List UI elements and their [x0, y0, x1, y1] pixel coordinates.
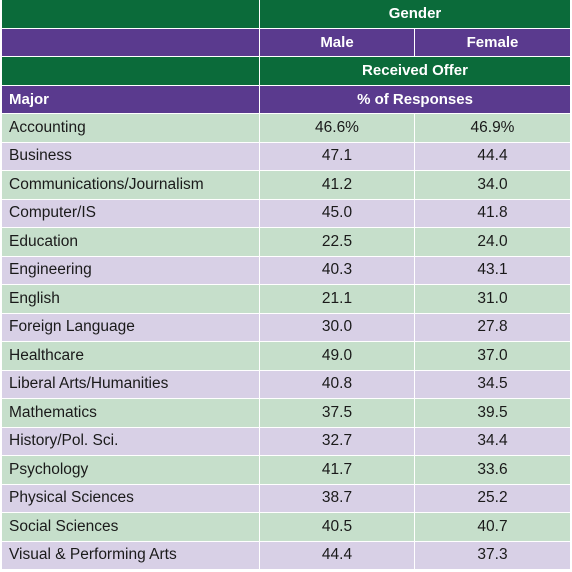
female-value-cell: 31.0 — [414, 285, 570, 313]
major-cell: Accounting — [2, 114, 259, 142]
male-value-cell: 32.7 — [259, 427, 414, 455]
female-value-cell: 37.0 — [414, 342, 570, 370]
female-value-cell: 34.4 — [414, 427, 570, 455]
major-cell: Physical Sciences — [2, 484, 259, 512]
major-cell: Psychology — [2, 456, 259, 484]
male-value-cell: 22.5 — [259, 228, 414, 256]
table-row: History/Pol. Sci. 32.7 34.4 — [2, 427, 570, 456]
male-value-cell: 37.5 — [259, 399, 414, 427]
header-blank-cell — [2, 0, 259, 28]
header-major: Major — [2, 85, 259, 113]
male-value-cell: 44.4 — [259, 541, 414, 569]
female-value-cell: 41.8 — [414, 199, 570, 227]
table-row: Healthcare 49.0 37.0 — [2, 342, 570, 371]
table-row: Foreign Language 30.0 27.8 — [2, 313, 570, 342]
table-row: Computer/IS 45.0 41.8 — [2, 199, 570, 228]
major-cell: Social Sciences — [2, 513, 259, 541]
male-value-cell: 41.2 — [259, 171, 414, 199]
major-cell: Computer/IS — [2, 199, 259, 227]
male-value-cell: 47.1 — [259, 142, 414, 170]
female-value-cell: 44.4 — [414, 142, 570, 170]
table-row: Social Sciences 40.5 40.7 — [2, 513, 570, 542]
header-row-gender: Gender — [2, 0, 570, 29]
table-row: Education 22.5 24.0 — [2, 228, 570, 257]
major-cell: History/Pol. Sci. — [2, 427, 259, 455]
table-body: Accounting 46.6% 46.9% Business 47.1 44.4 Comm… — [2, 114, 570, 570]
male-value-cell: 40.3 — [259, 256, 414, 284]
female-value-cell: 37.3 — [414, 541, 570, 569]
table-row: Business 47.1 44.4 — [2, 142, 570, 171]
major-cell: English — [2, 285, 259, 313]
table-row: Psychology 41.7 33.6 — [2, 456, 570, 485]
header-gender: Gender — [259, 0, 570, 28]
major-cell: Business — [2, 142, 259, 170]
male-value-cell: 21.1 — [259, 285, 414, 313]
male-value-cell: 45.0 — [259, 199, 414, 227]
header-row-offer: Received Offer — [2, 57, 570, 86]
male-value-cell: 40.8 — [259, 370, 414, 398]
female-value-cell: 33.6 — [414, 456, 570, 484]
female-value-cell: 46.9% — [414, 114, 570, 142]
table-row: Engineering 40.3 43.1 — [2, 256, 570, 285]
header-pct-responses: % of Responses — [259, 85, 570, 113]
header-row-sex: Male Female — [2, 28, 570, 57]
table-row: Accounting 46.6% 46.9% — [2, 114, 570, 143]
header-row-major: Major % of Responses — [2, 85, 570, 114]
table-row: Liberal Arts/Humanities 40.8 34.5 — [2, 370, 570, 399]
male-value-cell: 49.0 — [259, 342, 414, 370]
header-blank-cell — [2, 28, 259, 56]
table-row: Physical Sciences 38.7 25.2 — [2, 484, 570, 513]
female-value-cell: 24.0 — [414, 228, 570, 256]
male-value-cell: 41.7 — [259, 456, 414, 484]
major-cell: Engineering — [2, 256, 259, 284]
male-value-cell: 46.6% — [259, 114, 414, 142]
female-value-cell: 40.7 — [414, 513, 570, 541]
female-value-cell: 39.5 — [414, 399, 570, 427]
major-cell: Visual & Performing Arts — [2, 541, 259, 569]
table-row: Communications/Journalism 41.2 34.0 — [2, 171, 570, 200]
major-cell: Healthcare — [2, 342, 259, 370]
header-female: Female — [414, 28, 570, 56]
major-cell: Mathematics — [2, 399, 259, 427]
table-row: English 21.1 31.0 — [2, 285, 570, 314]
major-cell: Education — [2, 228, 259, 256]
table-row: Visual & Performing Arts 44.4 37.3 — [2, 541, 570, 570]
major-cell: Communications/Journalism — [2, 171, 259, 199]
major-cell: Foreign Language — [2, 313, 259, 341]
male-value-cell: 40.5 — [259, 513, 414, 541]
major-cell: Liberal Arts/Humanities — [2, 370, 259, 398]
header-blank-cell — [2, 57, 259, 85]
male-value-cell: 30.0 — [259, 313, 414, 341]
header-received-offer: Received Offer — [259, 57, 570, 85]
female-value-cell: 34.0 — [414, 171, 570, 199]
female-value-cell: 25.2 — [414, 484, 570, 512]
female-value-cell: 34.5 — [414, 370, 570, 398]
female-value-cell: 43.1 — [414, 256, 570, 284]
female-value-cell: 27.8 — [414, 313, 570, 341]
male-value-cell: 38.7 — [259, 484, 414, 512]
header-male: Male — [259, 28, 414, 56]
table-row: Mathematics 37.5 39.5 — [2, 399, 570, 428]
